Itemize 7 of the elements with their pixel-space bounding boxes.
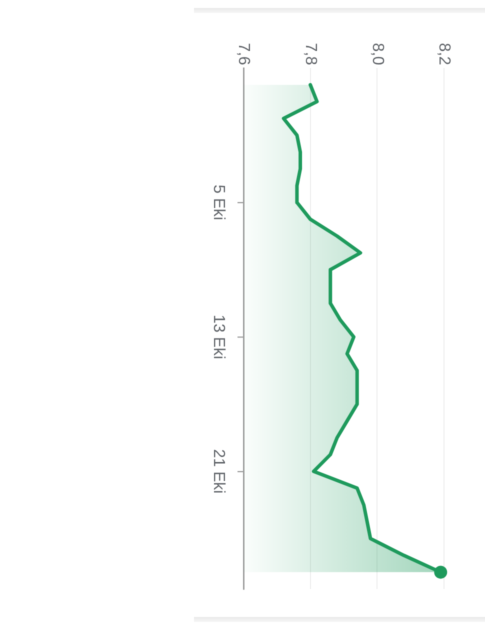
x-tick-label: 8,0 — [368, 42, 386, 66]
y-tick-label: 21 Eki — [210, 449, 228, 494]
x-tick-label: 8,2 — [436, 42, 453, 66]
y-tick-label: 5 Eki — [210, 184, 228, 220]
y-tick-label: 13 Eki — [210, 314, 228, 360]
x-tick-label: 7,8 — [302, 42, 319, 66]
x-tick-label: 7,6 — [235, 42, 252, 66]
